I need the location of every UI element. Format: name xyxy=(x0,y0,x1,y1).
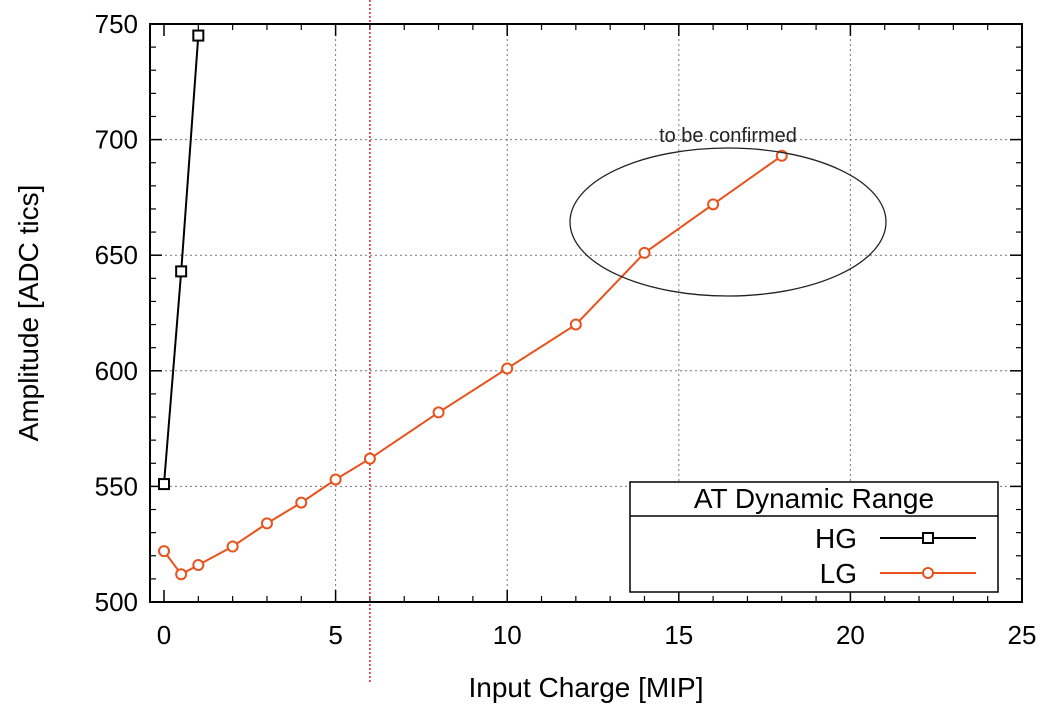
data-point-lg xyxy=(192,559,205,572)
legend: AT Dynamic Range HG LG xyxy=(629,481,999,593)
data-point-lg xyxy=(501,362,514,375)
legend-marker-hg xyxy=(922,532,934,544)
y-tick-label: 600 xyxy=(95,356,138,386)
legend-label-lg: LG xyxy=(820,558,857,589)
x-tick-label: 0 xyxy=(157,620,171,650)
series-line-lg xyxy=(163,154,783,576)
data-point-hg xyxy=(158,478,170,491)
series-layer xyxy=(158,29,788,581)
x-tick-label: 25 xyxy=(1008,620,1037,650)
annotation-layer: to be confirmed xyxy=(569,125,887,297)
x-tick-label: 15 xyxy=(664,620,693,650)
x-tick-label: 20 xyxy=(836,620,865,650)
data-point-lg xyxy=(175,568,188,581)
data-point-lg xyxy=(158,545,170,558)
legend-title: AT Dynamic Range xyxy=(694,483,934,514)
plot-frame xyxy=(149,23,1023,603)
y-axis-title: Amplitude [ADC tics] xyxy=(13,185,44,442)
data-point-lg xyxy=(295,496,308,509)
data-point-lg xyxy=(260,517,273,530)
data-point-hg xyxy=(192,29,205,42)
x-tick-label: 10 xyxy=(493,620,522,650)
data-point-lg xyxy=(329,473,342,486)
y-tick-label: 700 xyxy=(95,125,138,155)
y-tick-label: 500 xyxy=(95,587,138,617)
data-point-lg xyxy=(363,452,376,465)
data-point-lg xyxy=(569,318,582,331)
annotation-text: to be confirmed xyxy=(659,125,797,147)
data-point-lg xyxy=(707,198,720,211)
annotation-ellipse xyxy=(569,147,887,297)
data-point-hg xyxy=(175,265,188,278)
data-point-lg xyxy=(432,406,445,419)
y-tick-label: 550 xyxy=(95,471,138,501)
data-point-lg xyxy=(638,246,651,259)
series-line-hg xyxy=(163,35,200,485)
legend-marker-lg xyxy=(922,567,934,579)
y-tick-label: 650 xyxy=(95,240,138,270)
x-tick-label: 5 xyxy=(328,620,342,650)
y-tick-label: 750 xyxy=(95,9,138,39)
legend-label-hg: HG xyxy=(815,523,857,554)
data-point-lg xyxy=(226,540,239,553)
x-axis-title: Input Charge [MIP] xyxy=(468,672,703,703)
tick-labels: 0 5 10 15 20 25 500 550 600 650 700 750 xyxy=(95,9,1037,650)
